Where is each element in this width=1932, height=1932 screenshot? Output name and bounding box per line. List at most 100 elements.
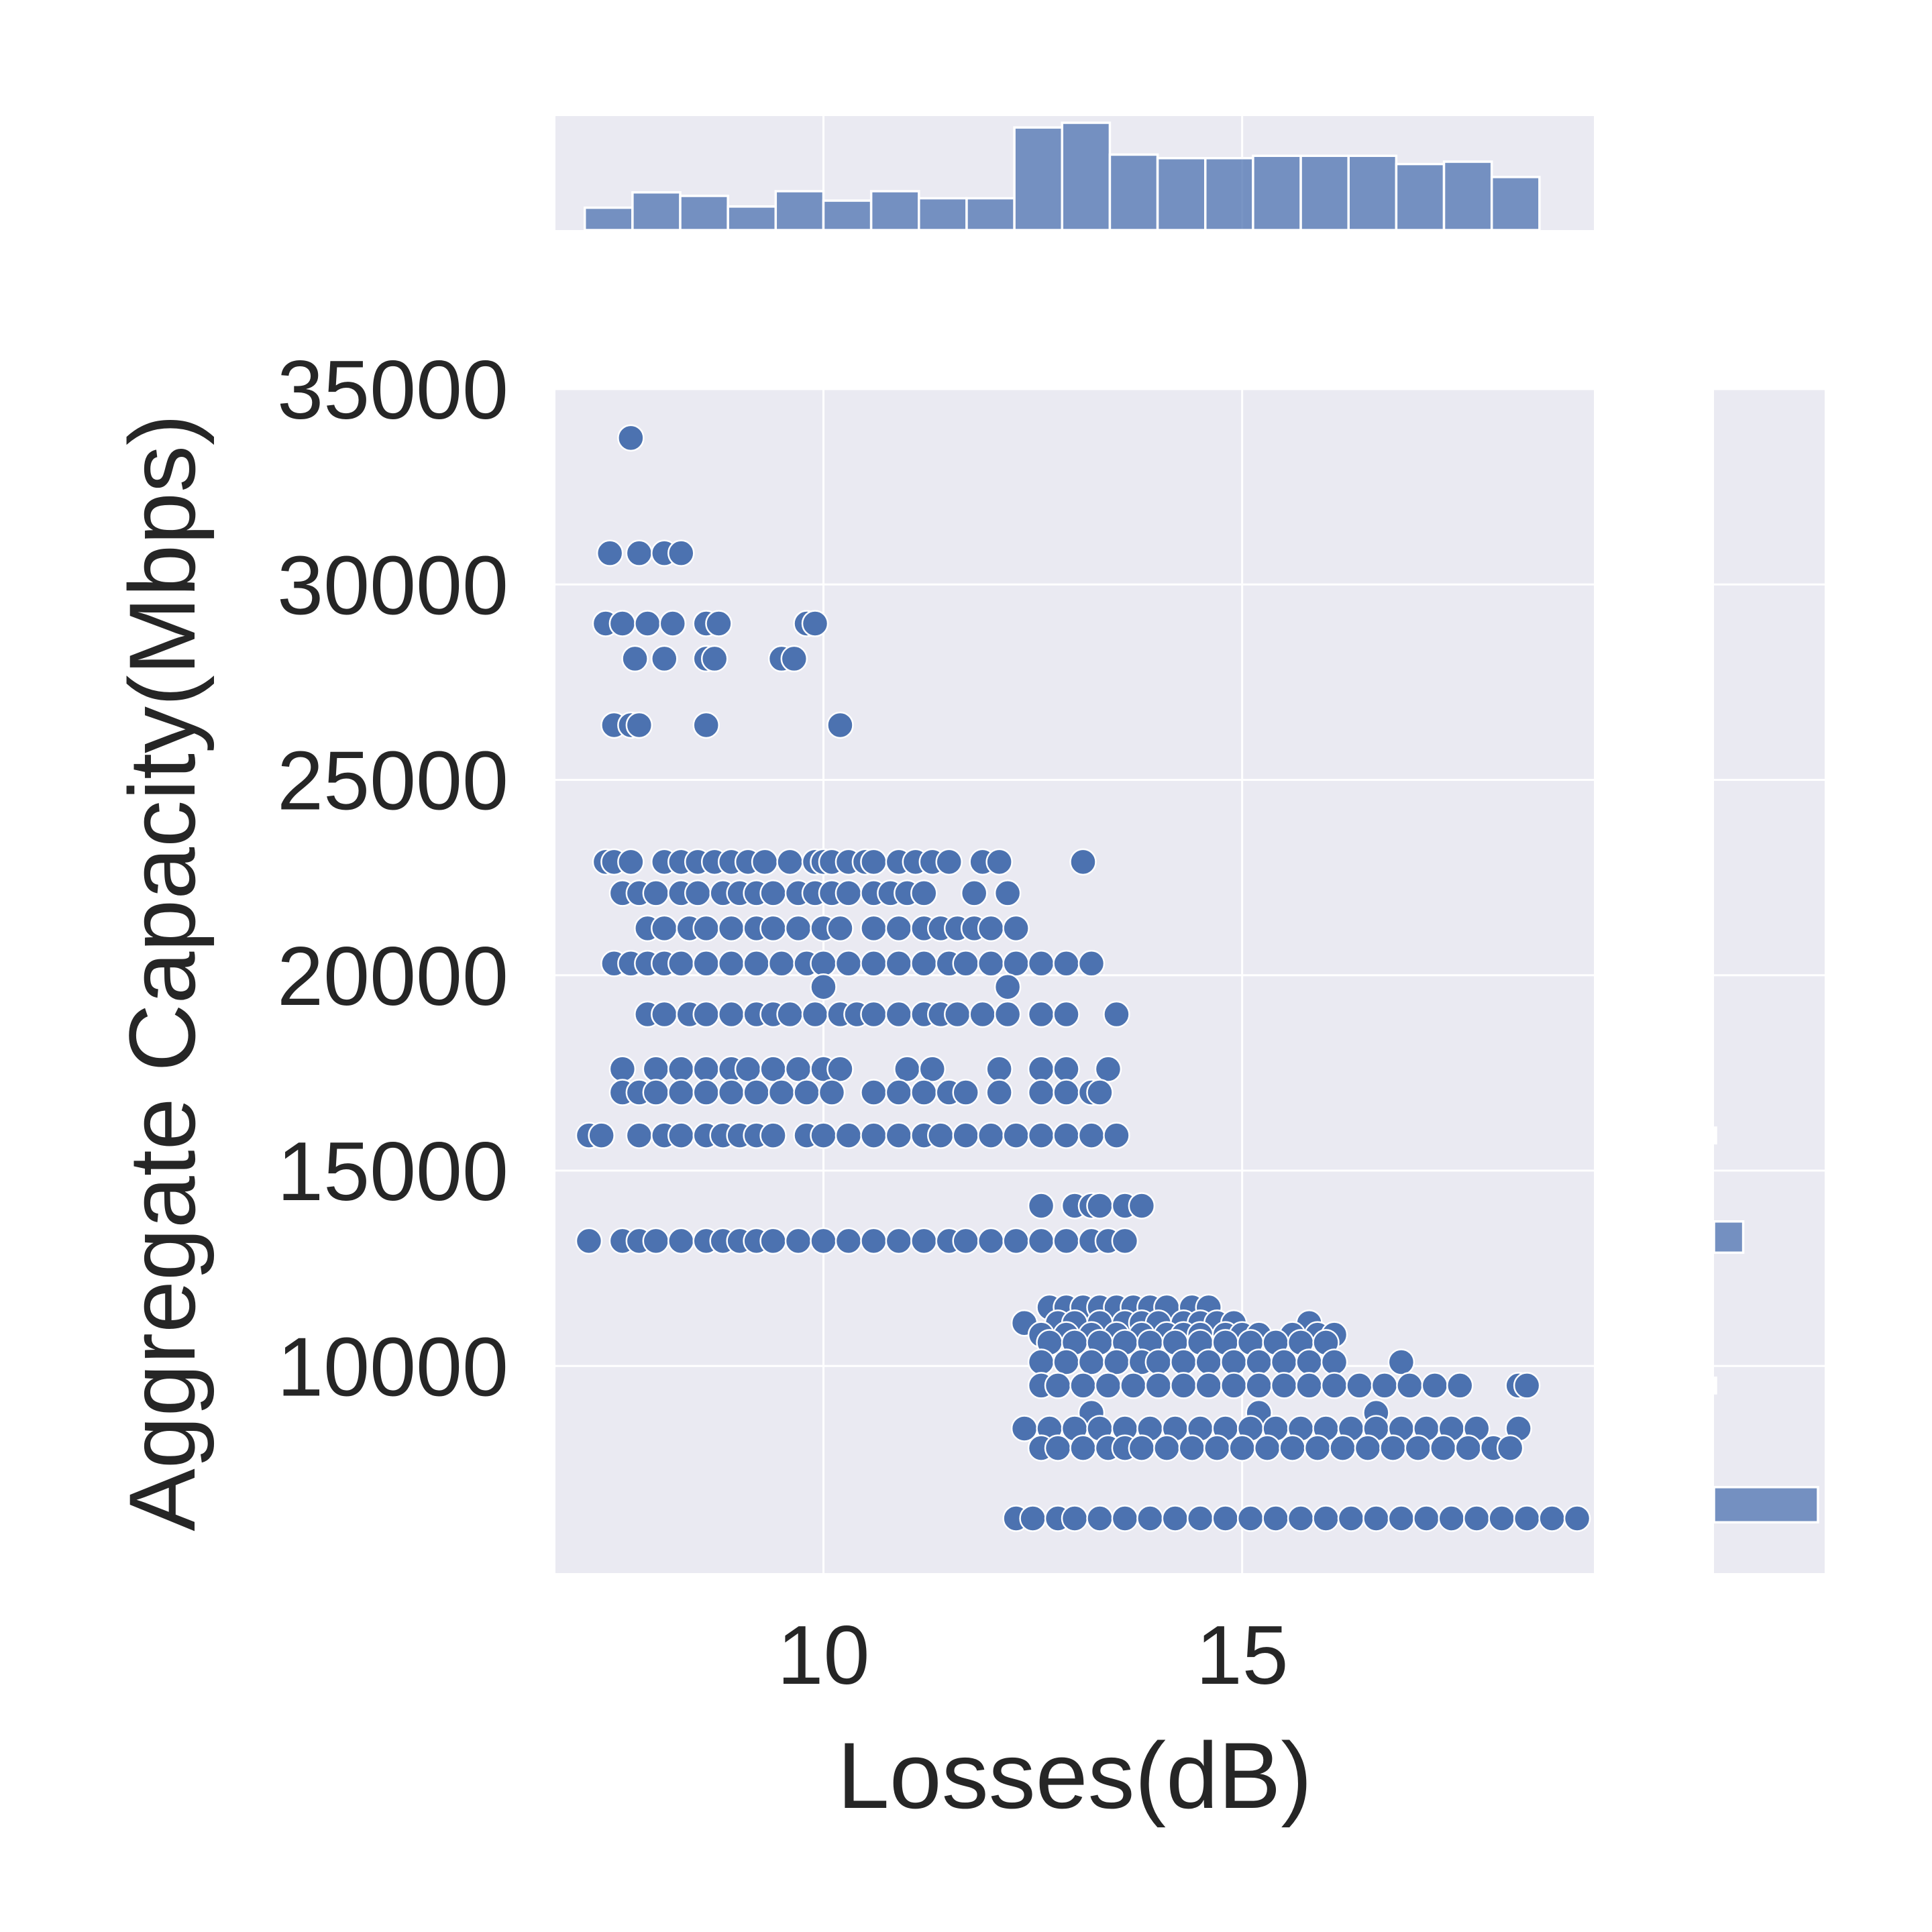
data-point	[1329, 1434, 1356, 1462]
data-point	[1379, 1434, 1407, 1462]
data-point	[927, 1122, 955, 1149]
marginal-x-bar	[1395, 162, 1446, 231]
data-point	[1027, 1227, 1055, 1255]
marginal-x-bar	[869, 190, 920, 231]
data-point	[894, 1055, 921, 1083]
marginal-x-bar	[1299, 154, 1350, 231]
x-axis-title: Losses(dB)	[837, 1723, 1312, 1828]
marginal-x-bar	[583, 206, 634, 231]
data-point	[1086, 1192, 1114, 1220]
data-point	[835, 879, 863, 907]
data-point	[1513, 1505, 1541, 1532]
data-point	[1245, 1372, 1273, 1399]
data-point	[608, 610, 637, 637]
data-point	[994, 1000, 1022, 1028]
data-point	[835, 1122, 863, 1149]
data-point	[910, 1227, 938, 1255]
data-point	[1203, 1434, 1231, 1462]
data-point	[943, 1000, 971, 1028]
data-point	[1312, 1505, 1340, 1532]
data-point	[985, 1055, 1013, 1083]
data-point	[1161, 1505, 1189, 1532]
data-point	[885, 1000, 913, 1028]
data-point	[588, 1122, 615, 1149]
data-point	[1111, 1227, 1139, 1255]
data-point	[1270, 1348, 1298, 1376]
data-point	[692, 1079, 720, 1106]
data-point	[700, 645, 729, 673]
marginal-x-bar	[679, 195, 729, 231]
data-point	[1053, 1055, 1080, 1083]
data-point	[985, 848, 1013, 876]
marginal-x-bar	[918, 197, 968, 231]
data-point	[1002, 1227, 1030, 1255]
data-point	[743, 1079, 770, 1106]
data-point	[994, 973, 1022, 1001]
data-point	[617, 848, 645, 876]
data-point	[1538, 1505, 1566, 1532]
data-point	[960, 879, 988, 907]
data-point	[625, 539, 653, 567]
data-point	[1438, 1505, 1466, 1532]
data-point	[659, 610, 687, 637]
data-point	[801, 610, 829, 637]
data-point	[1069, 1372, 1097, 1399]
data-point	[692, 711, 720, 739]
data-point	[1027, 1348, 1055, 1376]
data-point	[1295, 1372, 1323, 1399]
data-point	[1430, 1434, 1457, 1462]
data-point	[1295, 1348, 1323, 1376]
data-point	[667, 1227, 695, 1255]
data-point	[784, 1055, 812, 1083]
marginal-x-bar	[1061, 121, 1112, 231]
data-point	[810, 1122, 837, 1149]
marginal-y-bar	[1713, 1486, 1819, 1524]
marginal-x-bar	[774, 190, 825, 231]
data-point	[1212, 1505, 1239, 1532]
data-point	[860, 848, 888, 876]
data-point	[634, 610, 661, 637]
data-point	[1027, 1055, 1055, 1083]
data-point	[759, 1055, 787, 1083]
data-point	[1086, 1505, 1114, 1532]
data-point	[1513, 1372, 1541, 1399]
data-point	[860, 950, 888, 977]
data-point	[1270, 1372, 1298, 1399]
marginal-x-bar	[1156, 156, 1207, 231]
y-tick-label: 20000	[277, 930, 508, 1023]
data-point	[1027, 1079, 1055, 1106]
data-point	[734, 1055, 762, 1083]
marginal-x-bar	[1203, 156, 1254, 231]
scatter-panel	[555, 388, 1594, 1573]
data-point	[952, 1227, 979, 1255]
data-point	[776, 848, 804, 876]
marginal-x-histogram	[555, 116, 1594, 231]
data-point	[860, 1000, 888, 1028]
data-point	[1354, 1434, 1382, 1462]
data-point	[621, 645, 649, 673]
data-point	[793, 1079, 820, 1106]
data-point	[759, 1122, 787, 1149]
data-point	[1220, 1372, 1248, 1399]
data-point	[717, 1000, 745, 1028]
data-point	[1128, 1192, 1156, 1220]
y-tick-label: 25000	[277, 735, 508, 828]
data-point	[1103, 1348, 1130, 1376]
y-tick-labels: 10000 15000 20000 25000 30000 35000	[277, 344, 508, 1413]
data-point	[885, 1227, 913, 1255]
data-point	[1421, 1372, 1449, 1399]
data-point	[1320, 1372, 1348, 1399]
data-point	[969, 1000, 996, 1028]
y-tick-label: 35000	[277, 344, 508, 437]
data-point	[1094, 1055, 1122, 1083]
data-point	[1061, 1505, 1089, 1532]
data-point	[1053, 1000, 1080, 1028]
data-point	[1320, 1348, 1348, 1376]
data-point	[1337, 1505, 1365, 1532]
marginal-x-bar	[1013, 126, 1064, 231]
data-point	[743, 950, 770, 977]
data-point	[1103, 1122, 1130, 1149]
data-point	[1228, 1434, 1256, 1462]
data-point	[1027, 1122, 1055, 1149]
data-point	[692, 1000, 720, 1028]
